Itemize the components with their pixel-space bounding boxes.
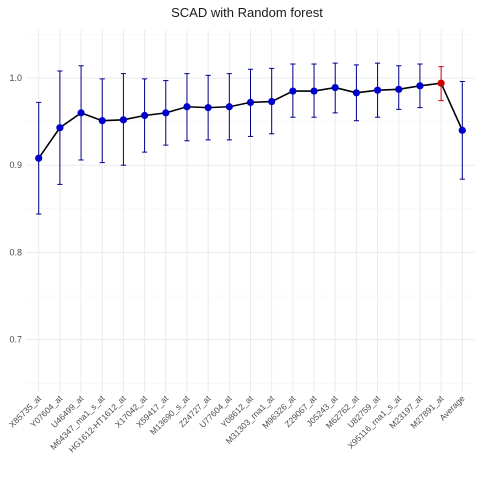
point-layer [35, 79, 466, 162]
data-point [310, 87, 318, 95]
data-point [416, 82, 424, 90]
data-point [437, 79, 445, 87]
data-point [77, 109, 85, 117]
data-point [268, 97, 276, 106]
y-tick-label: 1.0 [9, 73, 22, 83]
data-point [119, 116, 128, 124]
data-point [35, 154, 43, 162]
data-point [458, 126, 466, 134]
data-point [373, 86, 382, 94]
y-tick-label: 0.7 [9, 335, 22, 345]
data-point [204, 104, 212, 112]
data-point [352, 89, 360, 97]
data-point [98, 117, 106, 125]
data-point [331, 83, 339, 92]
y-tick-label: 0.9 [9, 160, 22, 170]
data-point [141, 111, 149, 120]
data-point [246, 98, 255, 106]
y-tick-label: 0.8 [9, 247, 22, 257]
data-point [162, 109, 170, 117]
data-point [225, 103, 233, 111]
data-point [183, 103, 191, 111]
data-point [395, 85, 403, 93]
data-point [56, 124, 64, 132]
y-axis-ticks: 0.7 0.8 0.9 1.0 [9, 73, 22, 345]
data-point [289, 87, 297, 95]
x-axis-ticks: X85735_atY07604_atU46499_atM64347_ma1_s_… [7, 393, 467, 455]
chart-title: SCAD with Random forest [171, 5, 323, 20]
